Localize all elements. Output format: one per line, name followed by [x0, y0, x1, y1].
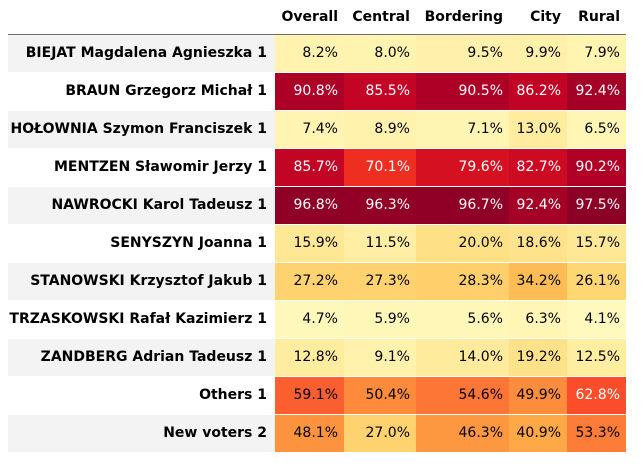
table-row: NAWROCKI Karol Tadeusz 1 96.8% 96.3% 96.7% 9…	[8, 186, 626, 225]
heatmap-cell: 5.9%	[344, 300, 416, 339]
corner-cell	[8, 0, 275, 35]
heatmap-cell: 6.3%	[509, 300, 567, 339]
heatmap-cell: 79.6%	[416, 148, 509, 187]
heatmap-cell: 49.9%	[509, 376, 567, 415]
heatmap-cell: 90.5%	[416, 72, 509, 111]
heatmap-cell: 96.3%	[344, 186, 416, 225]
heatmap-cell: 90.2%	[567, 148, 626, 187]
row-label: New voters 2	[8, 414, 275, 453]
heatmap-cell: 54.6%	[416, 376, 509, 415]
heatmap-cell: 13.0%	[509, 110, 567, 149]
heatmap-cell: 82.7%	[509, 148, 567, 187]
heatmap-cell: 5.6%	[416, 300, 509, 339]
row-label: ZANDBERG Adrian Tadeusz 1	[8, 338, 275, 377]
heatmap-cell: 53.3%	[567, 414, 626, 453]
table-row: BIEJAT Magdalena Agnieszka 1 8.2% 8.0% 9.5%…	[8, 34, 626, 73]
heatmap-body: BIEJAT Magdalena Agnieszka 1 8.2% 8.0% 9.5%…	[8, 34, 626, 453]
table-row: Others 1 59.1% 50.4% 54.6% 49.9% 62.8%	[8, 376, 626, 415]
heatmap-table: Overall Central Bordering City Rural BIE…	[8, 0, 626, 453]
row-label: SENYSZYN Joanna 1	[8, 224, 275, 263]
heatmap-cell: 27.2%	[275, 262, 344, 301]
heatmap-cell: 86.2%	[509, 72, 567, 111]
heatmap-cell: 12.8%	[275, 338, 344, 377]
heatmap-cell: 90.8%	[275, 72, 344, 111]
row-label: BRAUN Grzegorz Michał 1	[8, 72, 275, 111]
heatmap-cell: 40.9%	[509, 414, 567, 453]
row-label: BIEJAT Magdalena Agnieszka 1	[8, 34, 275, 73]
heatmap-cell: 15.9%	[275, 224, 344, 263]
heatmap-cell: 4.7%	[275, 300, 344, 339]
heatmap-cell: 62.8%	[567, 376, 626, 415]
table-row: ZANDBERG Adrian Tadeusz 1 12.8% 9.1% 14.0% 1…	[8, 338, 626, 377]
heatmap-cell: 85.7%	[275, 148, 344, 187]
column-header-rural: Rural	[567, 0, 626, 35]
row-label: Others 1	[8, 376, 275, 415]
row-label: NAWROCKI Karol Tadeusz 1	[8, 186, 275, 225]
row-label: STANOWSKI Krzysztof Jakub 1	[8, 262, 275, 301]
heatmap-cell: 50.4%	[344, 376, 416, 415]
heatmap-cell: 7.9%	[567, 34, 626, 73]
table-row: BRAUN Grzegorz Michał 1 90.8% 85.5% 90.5% 86…	[8, 72, 626, 111]
heatmap-cell: 8.2%	[275, 34, 344, 73]
heatmap-cell: 59.1%	[275, 376, 344, 415]
heatmap-cell: 92.4%	[509, 186, 567, 225]
table-row: TRZASKOWSKI Rafał Kazimierz 1 4.7% 5.9% 5.6…	[8, 300, 626, 339]
heatmap-cell: 48.1%	[275, 414, 344, 453]
heatmap-cell: 7.1%	[416, 110, 509, 149]
heatmap-cell: 8.0%	[344, 34, 416, 73]
heatmap-cell: 4.1%	[567, 300, 626, 339]
heatmap-cell: 96.8%	[275, 186, 344, 225]
table-row: New voters 2 48.1% 27.0% 46.3% 40.9% 53.3%	[8, 414, 626, 453]
heatmap-cell: 20.0%	[416, 224, 509, 263]
heatmap-cell: 27.3%	[344, 262, 416, 301]
table-row: MENTZEN Sławomir Jerzy 1 85.7% 70.1% 79.6% 8…	[8, 148, 626, 187]
heatmap-cell: 6.5%	[567, 110, 626, 149]
heatmap-cell: 26.1%	[567, 262, 626, 301]
row-label: HOŁOWNIA Szymon Franciszek 1	[8, 110, 275, 149]
heatmap-cell: 14.0%	[416, 338, 509, 377]
heatmap-cell: 27.0%	[344, 414, 416, 453]
heatmap-cell: 9.1%	[344, 338, 416, 377]
column-header-overall: Overall	[275, 0, 344, 35]
row-label: TRZASKOWSKI Rafał Kazimierz 1	[8, 300, 275, 339]
heatmap-cell: 97.5%	[567, 186, 626, 225]
heatmap-cell: 9.5%	[416, 34, 509, 73]
heatmap-cell: 15.7%	[567, 224, 626, 263]
heatmap-cell: 34.2%	[509, 262, 567, 301]
heatmap-cell: 96.7%	[416, 186, 509, 225]
table-row: STANOWSKI Krzysztof Jakub 1 27.2% 27.3% 28.…	[8, 262, 626, 301]
heatmap-cell: 70.1%	[344, 148, 416, 187]
row-label: MENTZEN Sławomir Jerzy 1	[8, 148, 275, 187]
column-header-bordering: Bordering	[416, 0, 509, 35]
heatmap-cell: 85.5%	[344, 72, 416, 111]
table-row: SENYSZYN Joanna 1 15.9% 11.5% 20.0% 18.6% 15.…	[8, 224, 626, 263]
heatmap-cell: 28.3%	[416, 262, 509, 301]
heatmap-cell: 7.4%	[275, 110, 344, 149]
table-row: HOŁOWNIA Szymon Franciszek 1 7.4% 8.9% 7.1%…	[8, 110, 626, 149]
heatmap-cell: 92.4%	[567, 72, 626, 111]
heatmap-cell: 12.5%	[567, 338, 626, 377]
column-header-city: City	[509, 0, 567, 35]
heatmap-cell: 9.9%	[509, 34, 567, 73]
heatmap-cell: 19.2%	[509, 338, 567, 377]
header-row: Overall Central Bordering City Rural	[8, 0, 626, 35]
heatmap-cell: 46.3%	[416, 414, 509, 453]
heatmap-cell: 18.6%	[509, 224, 567, 263]
heatmap-cell: 8.9%	[344, 110, 416, 149]
column-header-central: Central	[344, 0, 416, 35]
heatmap-cell: 11.5%	[344, 224, 416, 263]
